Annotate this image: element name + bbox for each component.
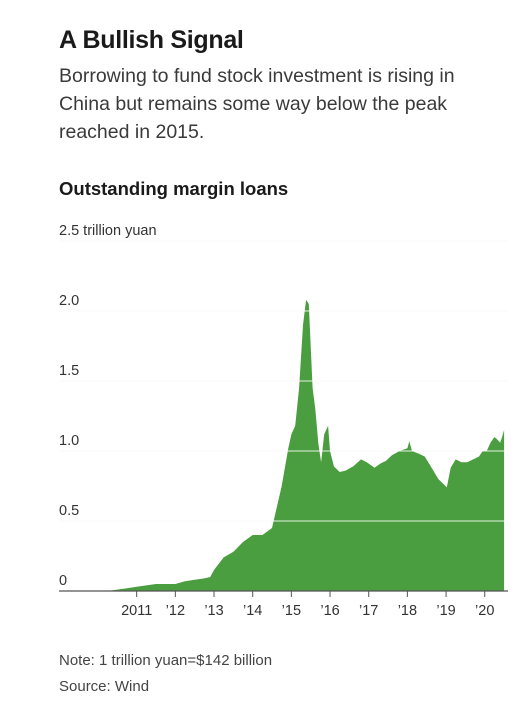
footnote: Note: 1 trillion yuan=$142 billion: [59, 652, 273, 669]
x-tick-label: ’20: [475, 603, 494, 619]
chart-title: Outstanding margin loans: [59, 178, 289, 199]
y-tick-label: 1.0: [59, 433, 79, 449]
area-chart: 2.5 trillion yuan 2.0 1.5 1.0 0.5 0 2011 ’12 ’1…: [59, 223, 508, 619]
y-axis-labels: 2.5 trillion yuan 2.0 1.5 1.0 0.5 0: [59, 223, 157, 589]
y-tick-label: 0: [59, 573, 67, 589]
x-tick-label: ’13: [204, 603, 223, 619]
x-tick-label: ’12: [166, 603, 185, 619]
x-tick-label: ’19: [436, 603, 455, 619]
y-tick-label: 1.5: [59, 363, 79, 379]
y-tick-label: 2.0: [59, 293, 79, 309]
x-tick-label: ’16: [320, 603, 339, 619]
x-tick-label: ’15: [282, 603, 301, 619]
dek: Borrowing to fund stock investment is ri…: [59, 65, 455, 143]
headline: A Bullish Signal: [59, 26, 244, 54]
x-axis-ticks: 2011 ’12 ’13 ’14 ’15 ’16 ’17 ’18 ’19 ’20: [121, 591, 494, 619]
x-tick-label: ’18: [398, 603, 417, 619]
y-tick-label: 2.5 trillion yuan: [59, 223, 157, 239]
series-area: [107, 299, 505, 591]
x-tick-label: ’17: [359, 603, 378, 619]
x-tick-label: 2011: [121, 603, 152, 619]
source-line: Source: Wind: [59, 678, 150, 695]
x-tick-label: ’14: [243, 603, 262, 619]
y-tick-label: 0.5: [59, 503, 79, 519]
